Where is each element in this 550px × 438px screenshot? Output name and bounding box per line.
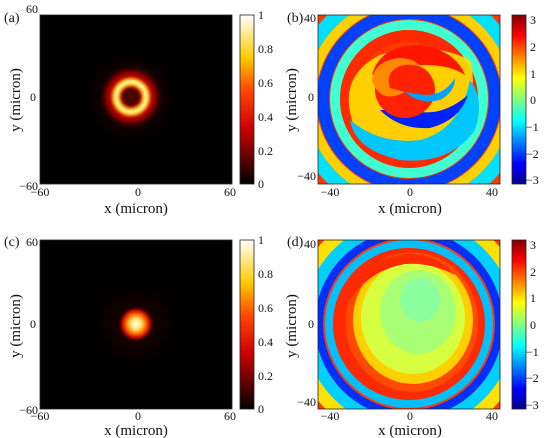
heatmap-d [318,240,500,409]
halo-a [76,42,186,152]
y-tick-label: 0 [30,90,36,104]
colorbar-tick-label: 0 [258,402,264,416]
x-tick-label: −40 [321,185,340,199]
y-axis-label: y (micron) [8,68,24,132]
heatmap-b [318,15,500,184]
colorbar-tick-label: 1 [530,67,536,81]
x-tick-label: 40 [486,185,498,199]
panel-label-a: (a) [4,11,20,26]
colorbar-tick-label: 0.6 [258,301,273,315]
x-tick-label: −60 [31,409,50,423]
colorbar-tick-label: 1 [258,233,264,247]
colorbar-c [239,239,255,410]
colorbar-tick-label: −1 [526,120,539,134]
y-tick-label: −40 [297,395,316,409]
y-tick-label: 60 [26,235,38,249]
x-axis-label: x (micron) [104,423,168,438]
panel-label-b: (b) [287,11,304,26]
colorbar-tick-label: 0.8 [258,267,273,281]
y-tick-label: 0 [308,317,314,331]
colorbar-b [511,14,527,185]
x-tick-label: 60 [224,409,236,423]
y-tick-label: 40 [304,11,316,25]
x-tick-label: 0 [135,409,141,423]
colorbar-tick-label: 0.4 [258,335,273,349]
colorbar-tick-label: 0 [530,93,536,107]
heatmap-a [76,42,186,152]
panel-d [317,239,527,410]
colorbar-tick-label: 0 [258,177,264,191]
spot-c [118,306,154,342]
panel-b [317,14,527,185]
colorbar-tick-label: −2 [526,147,539,161]
panel-label-d: (d) [287,235,304,250]
x-tick-label: 60 [224,185,236,199]
y-tick-label: −60 [19,403,38,417]
x-tick-label: −40 [321,409,340,423]
text-layer: (a) (b) (c) (d) 60 0 −60 −60 0 60 x (mic… [4,2,539,438]
colorbar-tick-label: 2 [530,265,536,279]
colorbar-tick-label: 3 [530,13,536,27]
y-axis-label: y (micron) [284,68,300,132]
y-tick-label: 40 [304,237,316,251]
y-tick-label: 0 [308,90,314,104]
colorbar-a [239,14,255,185]
x-axis-label: x (micron) [104,201,168,217]
y-tick-label: −60 [19,179,38,193]
x-tick-label: 0 [407,409,413,423]
x-tick-label: −60 [31,185,50,199]
colorbar-tick-label: 1 [258,8,264,22]
x-tick-label: 0 [407,185,413,199]
colorbar-tick-label: −3 [526,173,539,187]
x-tick-label: 40 [486,409,498,423]
colorbar-tick-label: 0.8 [258,42,273,56]
panel-c [39,239,255,410]
y-tick-label: 60 [26,2,38,16]
x-tick-label: 0 [135,185,141,199]
colorbar-tick-label: 0 [530,318,536,332]
colorbar-tick-label: −2 [526,371,539,385]
panel-a [39,14,255,185]
y-axis-label: y (micron) [284,294,300,358]
ring-core-a [114,80,148,114]
colorbar-tick-label: 0.2 [258,144,273,158]
colorbar-tick-label: 0.2 [258,369,273,383]
y-tick-label: 0 [30,317,36,331]
colorbar-tick-label: 1 [530,291,536,305]
colorbar-tick-label: 0.6 [258,76,273,90]
x-axis-label: x (micron) [378,201,442,217]
panel-label-c: (c) [4,235,20,250]
colorbar-tick-label: 0.4 [258,110,273,124]
y-axis-label: y (micron) [8,294,24,358]
colorbar-tick-label: −3 [526,398,539,412]
colorbar-tick-label: 3 [530,238,536,252]
y-tick-label: −40 [297,169,316,183]
colorbar-tick-label: −1 [526,345,539,359]
colorbar-tick-label: 2 [530,40,536,54]
x-axis-label: x (micron) [378,423,442,438]
colorbar-d [511,239,527,410]
heatmap-c [81,269,191,379]
